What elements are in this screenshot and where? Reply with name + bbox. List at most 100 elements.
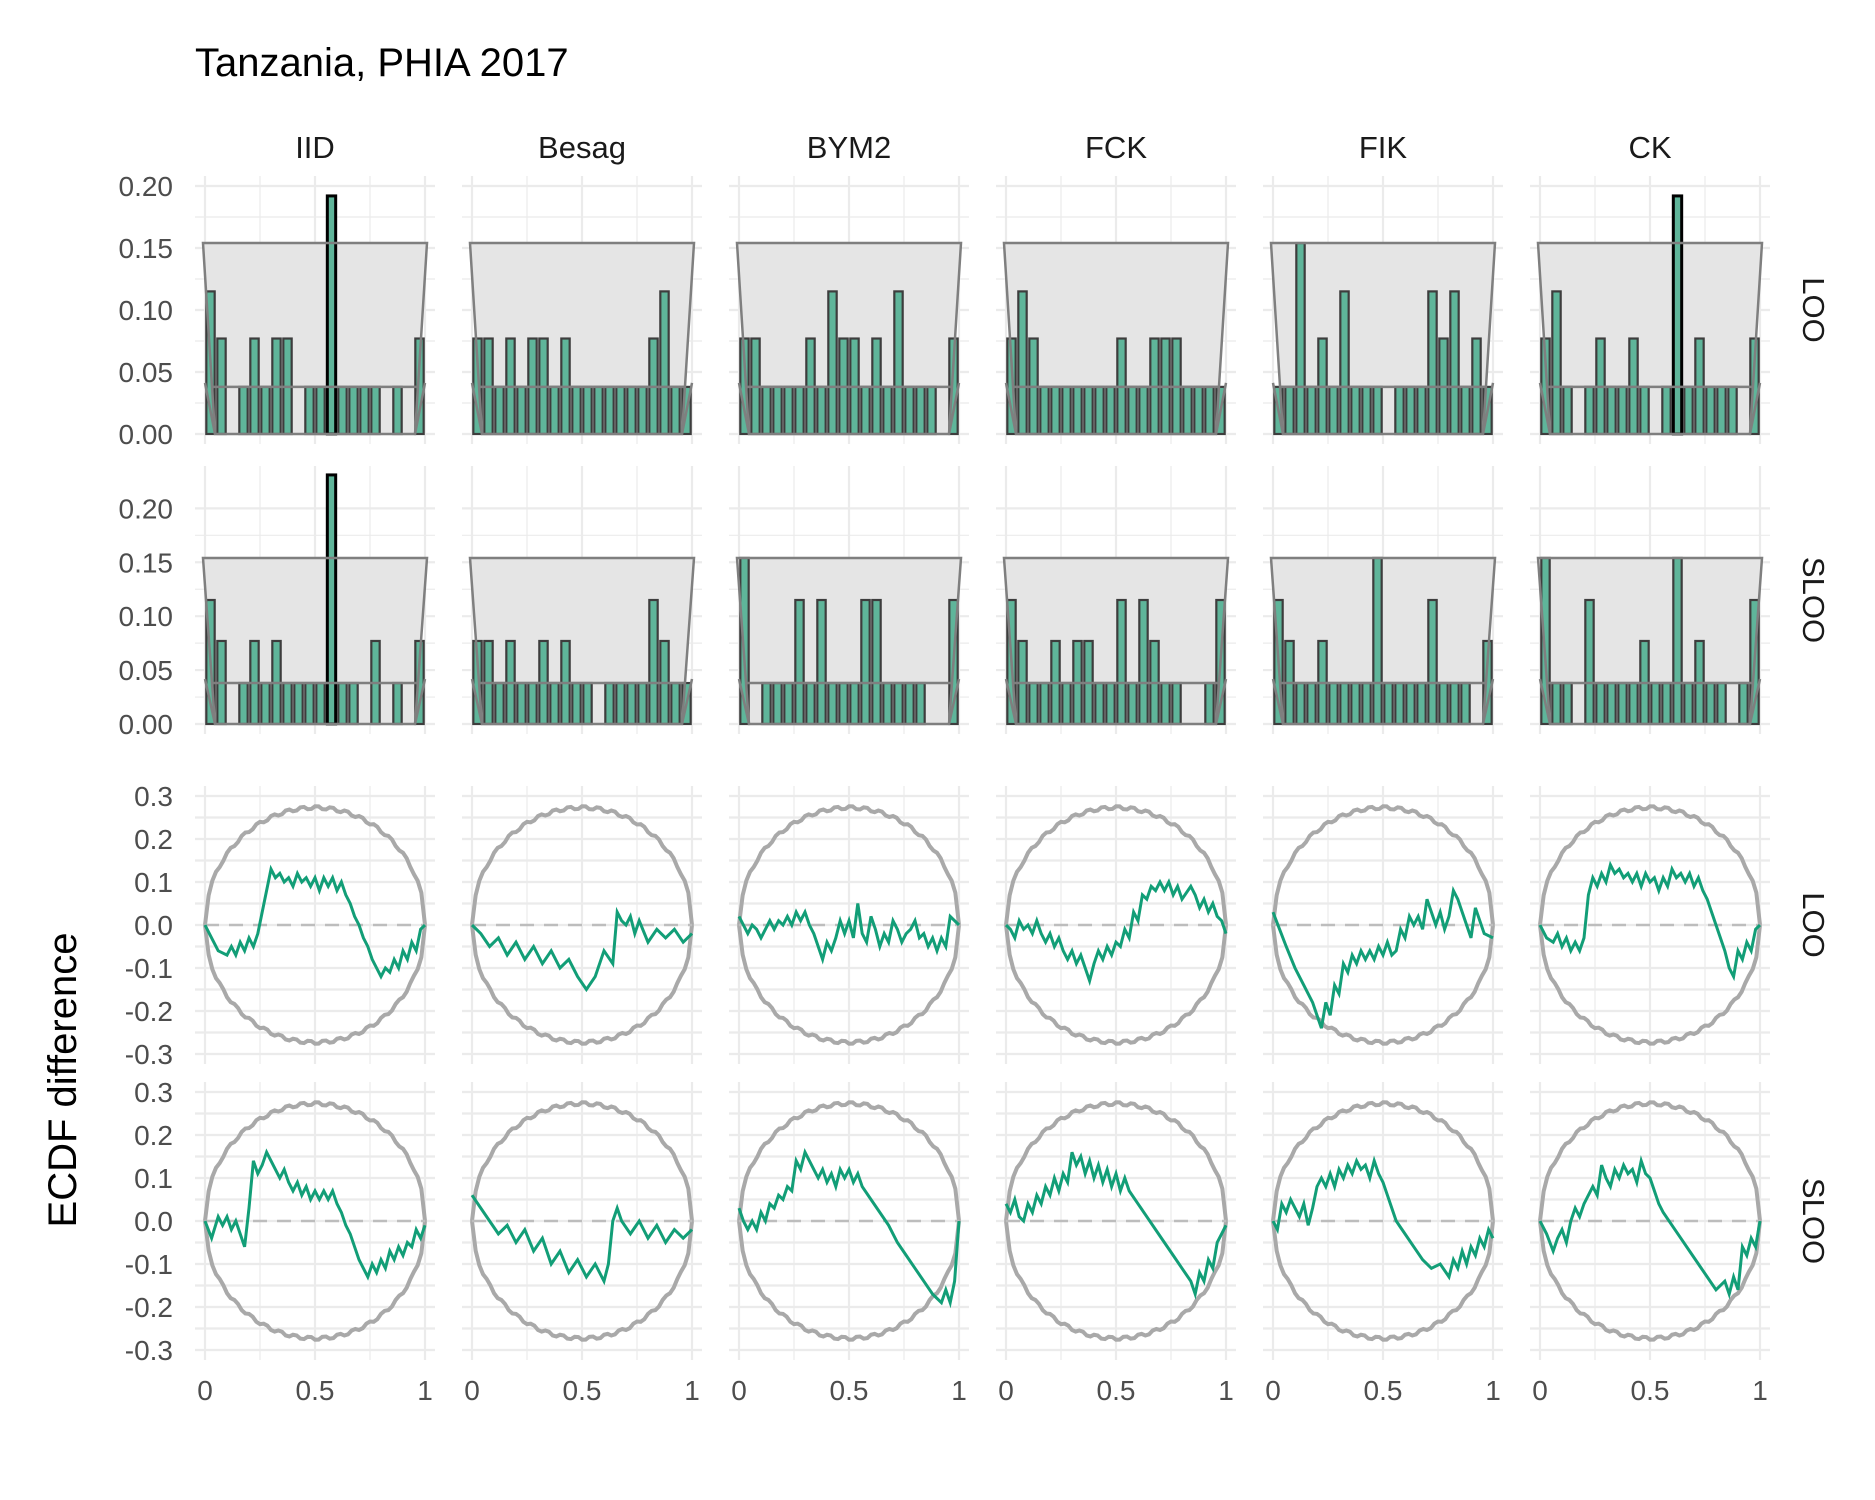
y-tick-label: 0.3: [134, 1077, 173, 1108]
histogram-bar: [1350, 385, 1361, 436]
panel-fck-loo: [996, 176, 1236, 444]
histogram-bar: [1306, 385, 1317, 436]
ecdf-difference-line: [737, 903, 961, 965]
histogram-bar: [282, 681, 293, 726]
ecdf-envelope-lower: [1538, 1220, 1762, 1342]
y-tick-label: 0.00: [119, 419, 174, 450]
ecdf-difference-line: [1271, 1155, 1495, 1281]
histogram-bar: [1127, 385, 1138, 436]
ecdf-difference-line: [1538, 1155, 1762, 1300]
ecdf-difference-line: [203, 864, 427, 980]
histogram-bar: [1617, 681, 1628, 726]
histogram-bar: [1138, 598, 1149, 726]
histogram-bar: [1683, 385, 1694, 436]
histogram-bar: [1050, 385, 1061, 436]
histogram-bar: [1449, 681, 1460, 726]
histogram-bar: [1284, 385, 1295, 436]
ecdf-envelope-upper: [1538, 1100, 1762, 1222]
histogram-bar: [860, 598, 871, 726]
histogram-bar: [1017, 290, 1028, 436]
y-tick-label: 0.10: [119, 601, 174, 632]
y-tick-label: 0.1: [134, 1163, 173, 1194]
confidence-band-lower: [737, 678, 961, 725]
histogram-bar: [1105, 681, 1116, 726]
histogram-bar: [1361, 681, 1372, 726]
histogram-bar: [915, 385, 926, 436]
ecdf-envelope-lower: [737, 1220, 961, 1342]
x-tick-label: 1: [1485, 1375, 1501, 1406]
confidence-band-lower: [1271, 678, 1495, 725]
histogram-bar: [659, 290, 670, 436]
ecdf-envelope-upper: [737, 1100, 961, 1222]
histogram-bar: [915, 681, 926, 726]
histogram-bar: [1438, 681, 1449, 726]
column-strip-label: Besag: [538, 130, 626, 165]
histogram-bar: [761, 385, 772, 436]
column-strip-label: IID: [295, 130, 335, 165]
histogram-bar: [794, 385, 805, 436]
histogram-bar: [1295, 681, 1306, 726]
histogram-bar: [582, 681, 593, 726]
histogram-bar: [293, 681, 304, 726]
panel-iid-sloo: [195, 466, 435, 734]
histogram-bar: [615, 681, 626, 726]
histogram-bar: [1584, 598, 1595, 726]
x-tick-label: 0.5: [1364, 1375, 1403, 1406]
column-strip-label: BYM2: [807, 130, 891, 165]
ecdf-difference-line: [1538, 860, 1762, 982]
x-tick-label: 0: [464, 1375, 480, 1406]
histogram-bar: [494, 681, 505, 726]
y-tick-label: 0.10: [119, 295, 174, 326]
histogram-bar: [1339, 681, 1350, 726]
histogram-bar: [1449, 290, 1460, 436]
histogram-bar: [1061, 385, 1072, 436]
histogram-bar: [1416, 385, 1427, 436]
histogram-bar: [238, 681, 249, 726]
histogram-bar: [1427, 290, 1438, 436]
histogram-bar: [1116, 598, 1127, 726]
histogram-bar: [1562, 681, 1573, 726]
histogram-bar: [1416, 681, 1427, 726]
histogram-bar: [494, 385, 505, 436]
y-tick-label: 0.20: [119, 171, 174, 202]
y-tick-label: -0.3: [125, 1335, 173, 1366]
row-strip-label: SLOO: [1796, 1178, 1831, 1264]
histogram-bar: [882, 385, 893, 436]
histogram-bar: [304, 681, 315, 726]
ecdf-envelope-lower: [1538, 924, 1762, 1046]
ecdf-envelope-upper: [470, 1100, 694, 1222]
y-tick-label: 0.0: [134, 1206, 173, 1237]
histogram-bar: [816, 385, 827, 436]
ecdf-envelope-upper: [1271, 1100, 1495, 1222]
histogram-bar: [1650, 681, 1661, 726]
ecdf-difference-line: [470, 906, 694, 993]
histogram-bar: [337, 681, 348, 726]
histogram-bar: [593, 385, 604, 436]
histogram-bar: [348, 681, 359, 726]
x-tick-label: 1: [1218, 1375, 1234, 1406]
ecdf-envelope-upper: [1271, 804, 1495, 926]
histogram-bar: [1595, 681, 1606, 726]
histogram-bar: [1193, 385, 1204, 436]
histogram-bar: [1306, 681, 1317, 726]
histogram-bar: [1138, 385, 1149, 436]
confidence-band-lower: [470, 678, 694, 725]
x-tick-label: 0.5: [296, 1375, 335, 1406]
x-tick-label: 0.5: [1631, 1375, 1670, 1406]
ecdf-difference-line: [1271, 885, 1494, 1029]
panel-fik-loo: [1263, 176, 1503, 444]
confidence-band-lower: [1004, 678, 1228, 725]
histogram-bar: [582, 385, 593, 436]
histogram-bar: [904, 681, 915, 726]
histogram-bar: [1160, 681, 1171, 726]
ecdf-difference-line: [203, 1148, 427, 1281]
histogram-bar: [370, 385, 381, 436]
histogram-bar: [571, 385, 582, 436]
x-tick-label: 0.5: [563, 1375, 602, 1406]
histogram-bar: [904, 385, 915, 436]
histogram-bar: [827, 290, 838, 436]
histogram-bar: [615, 385, 626, 436]
panels-grid: 0.000.050.100.150.200.000.050.100.150.20…: [119, 171, 1770, 1406]
histogram-bar: [783, 681, 794, 726]
panel-bym2-sloo: [729, 466, 969, 734]
